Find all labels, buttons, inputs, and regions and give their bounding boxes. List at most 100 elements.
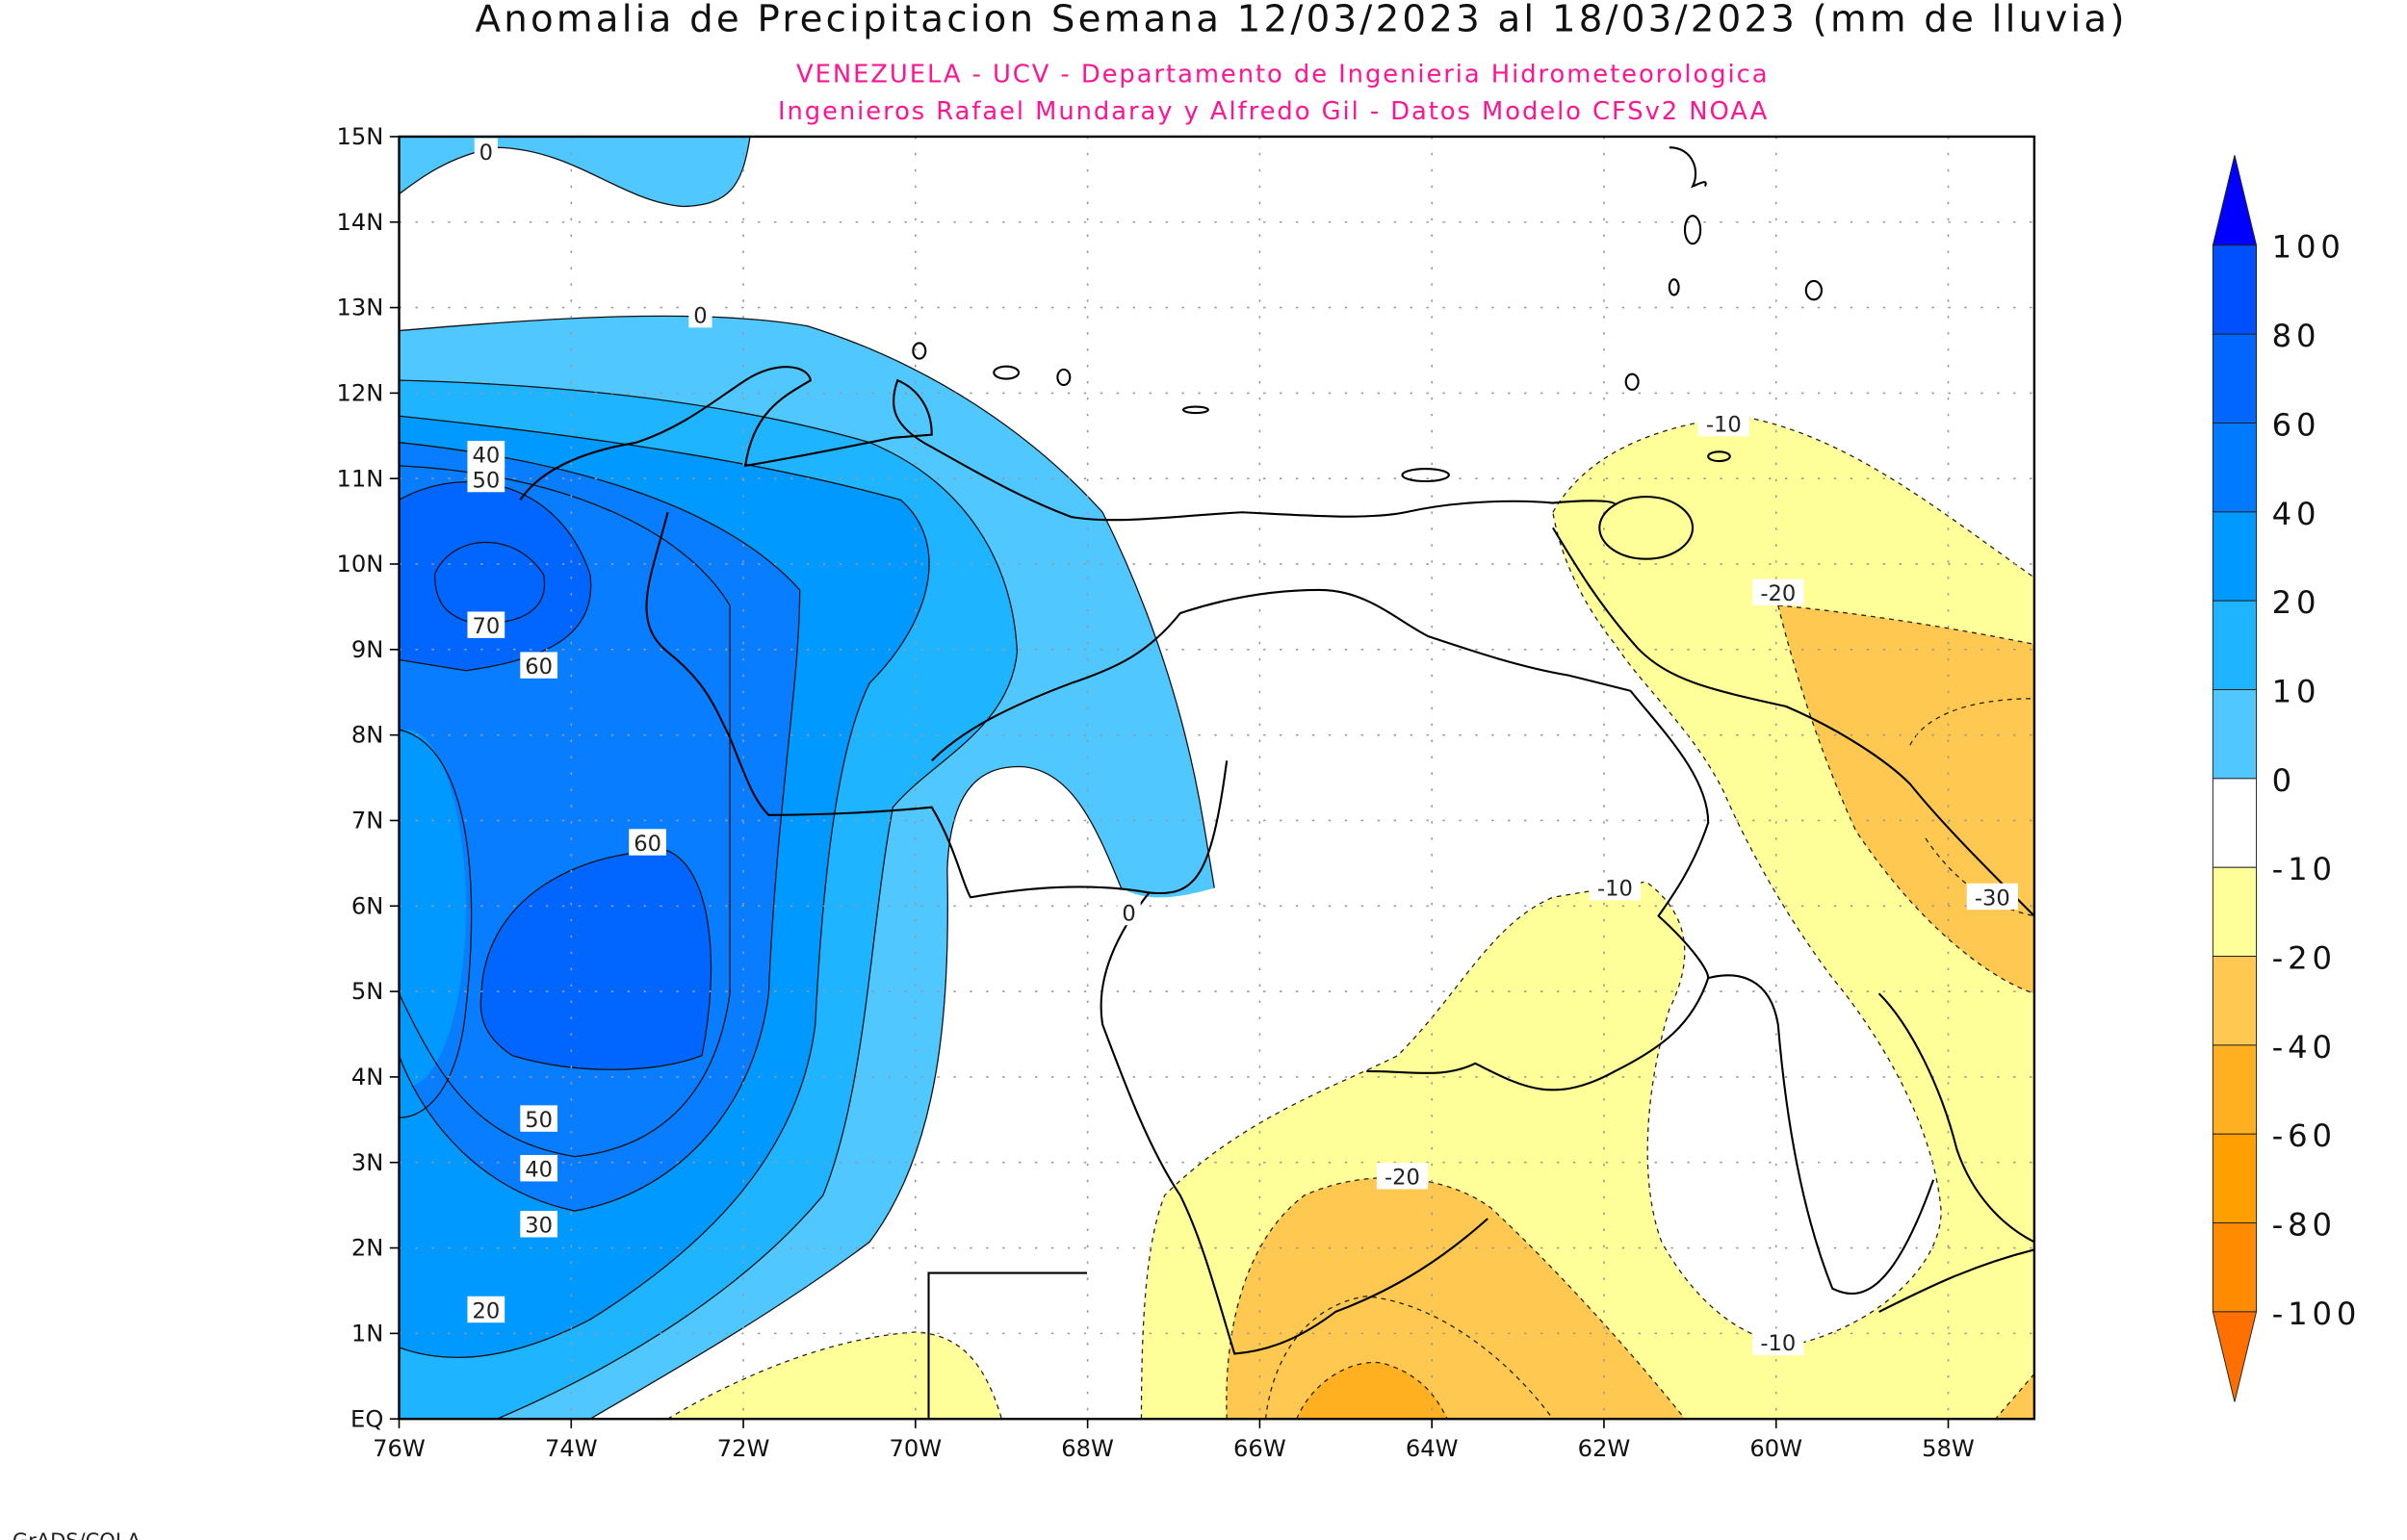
map-title: Anomalia de Precipitacion Semana 12/03/2… [476, 0, 2128, 40]
lat-tick-label: 2N [351, 1235, 383, 1262]
contour-label-bg [474, 138, 498, 165]
lat-tick-label: 6N [351, 892, 383, 919]
colorbar-label: -80 [2272, 1206, 2337, 1243]
colorbar-swatch [2212, 423, 2258, 513]
contour-label-bg [1966, 883, 2018, 911]
colorbar-label: 80 [2272, 318, 2321, 354]
contour-label: 40 [525, 1158, 553, 1183]
lat-tick-label: 15N [337, 123, 384, 150]
colorbar-label: -10 [2272, 851, 2337, 887]
contour-label-bg [467, 1296, 505, 1323]
colorbar-label: -100 [2272, 1296, 2362, 1332]
lat-tick-label: 5N [351, 978, 383, 1005]
anomaly-minus20-minus40-south [1226, 1177, 1685, 1420]
contour-label: 0 [479, 141, 493, 166]
colorbar-label: 100 [2272, 229, 2345, 266]
colorbar-label: -20 [2272, 939, 2337, 976]
contour-label: 0 [1122, 901, 1135, 926]
colorbar-swatch [2212, 1133, 2258, 1224]
contour-label: -20 [1385, 1166, 1420, 1191]
colorbar-swatch [2212, 956, 2258, 1046]
colorbar-label: -40 [2272, 1029, 2337, 1065]
lat-tick-label: 11N [337, 465, 384, 492]
colorbar-label: -60 [2272, 1117, 2337, 1154]
contour-label-bg [1589, 874, 1642, 901]
contour-label-bg [520, 1211, 558, 1238]
colorbar-label: 40 [2272, 496, 2321, 532]
footer-credit: GrADS/COLA [13, 1529, 142, 1540]
contour-label-bg [467, 465, 505, 493]
colorbar-under-triangle [2212, 1311, 2258, 1402]
lat-tick-label: 1N [351, 1320, 383, 1347]
contour-label: 20 [472, 1298, 500, 1323]
lon-tick-label: 66W [1233, 1435, 1286, 1462]
contour-label-bg [520, 652, 558, 679]
colorbar-label: 20 [2272, 584, 2321, 621]
colorbar-swatch [2212, 1222, 2258, 1313]
colorbar-swatch [2212, 866, 2258, 958]
map-frame [398, 135, 2036, 1421]
contour-label: 30 [525, 1214, 553, 1239]
anomaly-60-80-south [480, 850, 712, 1070]
anomaly-60-80-north [399, 481, 591, 671]
lon-tick-label: 74W [545, 1435, 598, 1462]
anomaly-minus10-minus20-southwest [667, 1331, 1002, 1420]
contour-label: 60 [634, 832, 661, 857]
contour-label-bg [520, 1155, 558, 1182]
contour-label-bg [629, 829, 666, 856]
lon-tick-label: 72W [717, 1435, 770, 1462]
contour-label: 0 [693, 303, 707, 328]
contour-label-bg [467, 441, 505, 468]
contour-label: -30 [1975, 886, 2010, 911]
lat-tick-label: 10N [337, 551, 384, 578]
lat-tick-label: 7N [351, 808, 383, 834]
anomaly-0-10-north [399, 136, 751, 207]
colorbar-over-triangle [2212, 155, 2258, 246]
colorbar-swatch [2212, 1044, 2258, 1135]
contour-label: 70 [472, 614, 500, 639]
contour-label: 60 [525, 654, 553, 680]
lon-tick-label: 76W [373, 1435, 426, 1462]
lon-tick-label: 70W [889, 1435, 942, 1462]
lat-tick-label: 14N [337, 209, 384, 236]
contour-label-bg [1752, 1328, 1804, 1356]
colorbar-swatch [2212, 778, 2258, 868]
contour-label: -10 [1706, 412, 1742, 437]
contour-label-bg [467, 611, 505, 638]
lon-tick-label: 68W [1061, 1435, 1114, 1462]
colorbar-swatch [2212, 244, 2258, 335]
contour-label-bg [1376, 1163, 1429, 1190]
lon-tick-label: 58W [1922, 1435, 1975, 1462]
lat-tick-label: EQ [350, 1405, 383, 1432]
anomaly-minus40-minus60 [1296, 1362, 1448, 1420]
anomaly-20-40-pocket [399, 730, 466, 1087]
subtitle-institution: VENEZUELA - UCV - Departamento de Ingeni… [796, 60, 1769, 89]
contour-label: -10 [1597, 877, 1633, 902]
contour-label: -20 [1760, 581, 1796, 606]
contour-label: -10 [1760, 1331, 1796, 1356]
contour-label: 40 [472, 444, 500, 469]
lon-tick-label: 62W [1578, 1435, 1631, 1462]
contour-label-bg [688, 300, 712, 328]
contour-label-bg [1752, 578, 1804, 606]
colorbar-label: 0 [2272, 762, 2296, 799]
subtitle-authors: Ingenieros Rafael Mundaray y Alfredo Gil… [778, 97, 1769, 126]
coastlines-and-borders [519, 146, 2034, 1420]
contour-label: 50 [472, 468, 500, 493]
lon-tick-label: 60W [1749, 1435, 1802, 1462]
contour-label-bg [1117, 898, 1141, 926]
lat-tick-label: 8N [351, 722, 383, 749]
map-axes: 76W 74W 72W 70W 68W 66W 64W 62W 60W 58W EQ 1N 2N 3N 4N… [337, 123, 1975, 1462]
colorbar-swatch [2212, 600, 2258, 691]
lat-tick-label: 12N [337, 379, 384, 406]
contour-label-bg [1697, 409, 1749, 437]
colorbar-label: 60 [2272, 406, 2321, 443]
colorbar-swatch [2212, 689, 2258, 780]
lon-tick-label: 64W [1406, 1435, 1459, 1462]
lat-tick-label: 9N [351, 636, 383, 663]
lat-tick-label: 4N [351, 1064, 383, 1091]
